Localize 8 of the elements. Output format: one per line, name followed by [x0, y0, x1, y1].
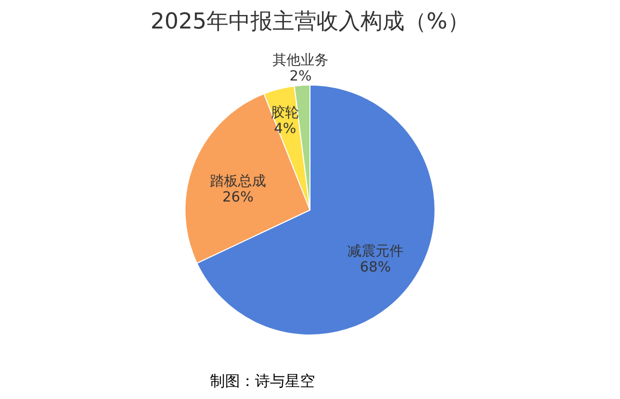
data-label: 26% [222, 189, 254, 206]
text: 制图：诗与星空 [210, 372, 315, 391]
slice-label: 减震元件 [347, 244, 404, 260]
chart-title: 2025年中报主营收入构成（%） [150, 9, 470, 34]
slice-label: 其他业务 [272, 52, 329, 68]
slice-label: 踏板总成 [210, 173, 266, 190]
data-label: 2% [289, 68, 312, 84]
data-label: 68% [360, 260, 391, 276]
